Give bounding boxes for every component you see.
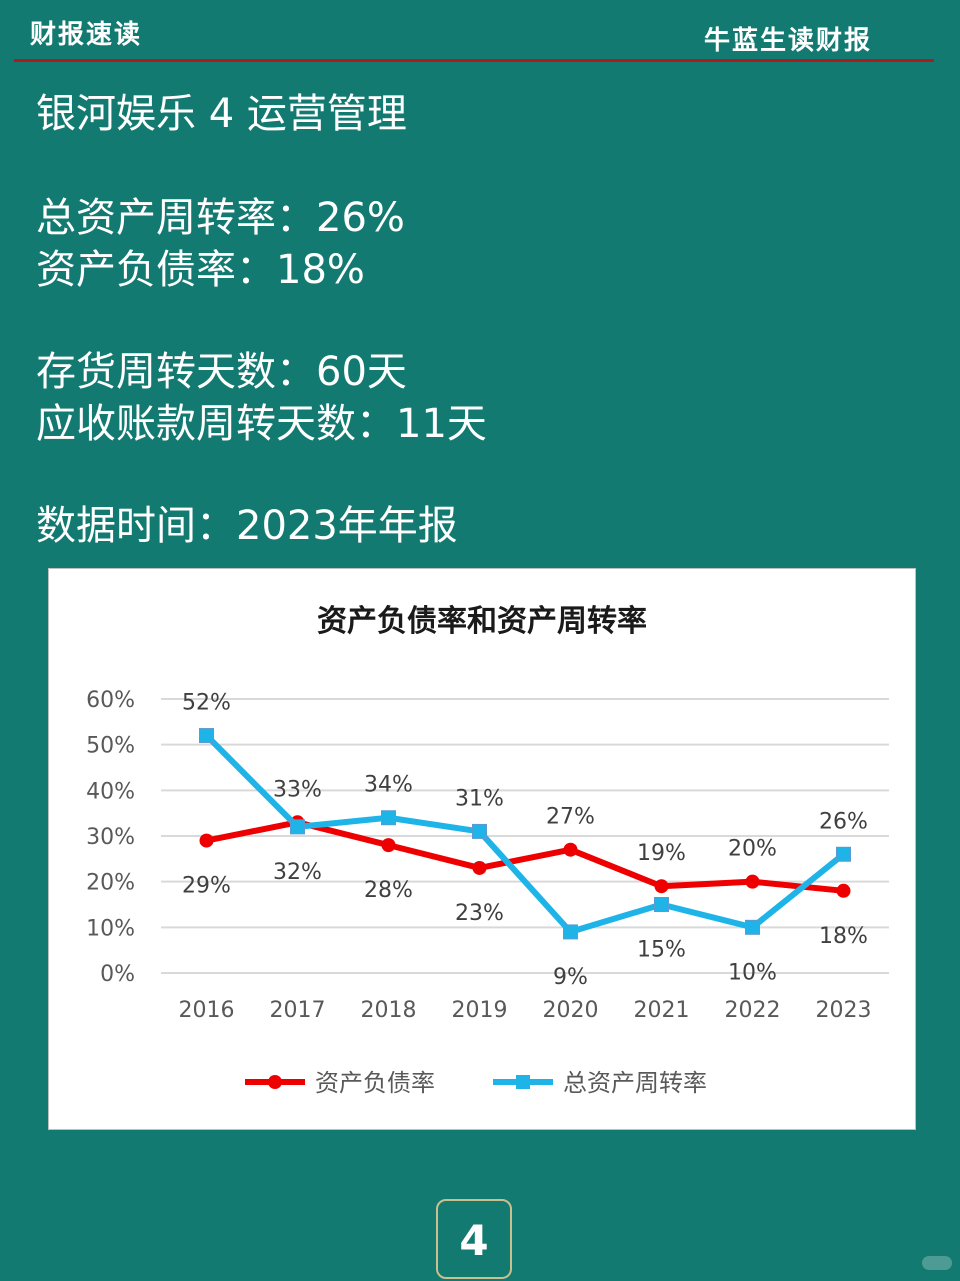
data-label: 26% — [819, 809, 868, 834]
data-label: 18% — [819, 924, 868, 949]
x-tick-label: 2023 — [816, 998, 872, 1023]
data-label: 9% — [553, 965, 588, 990]
chart-title: 资产负债率和资产周转率 — [317, 604, 647, 639]
data-label: 23% — [455, 901, 504, 926]
asset-turnover-text: 总资产周转率：26% — [36, 195, 405, 241]
data-point — [654, 897, 669, 912]
line-chart: 资产负债率和资产周转率 0% 10% 20% 30% 40% 50% 60% 2016 201… — [86, 604, 889, 1097]
header-divider — [14, 59, 934, 62]
debt-ratio-text: 资产负债率：18% — [36, 247, 365, 293]
series-line-2 — [204, 733, 846, 935]
legend-label: 资产负债率 — [315, 1069, 435, 1097]
chart-panel: 资产负债率和资产周转率 0% 10% 20% 30% 40% 50% 60% 2016 201… — [48, 568, 916, 1130]
receivable-days-text: 应收账款周转天数：11天 — [36, 401, 487, 447]
data-label: 10% — [728, 960, 777, 985]
x-tick-label: 2020 — [543, 998, 599, 1023]
data-label: 34% — [364, 773, 413, 798]
data-label: 20% — [728, 837, 777, 862]
legend-marker — [268, 1075, 282, 1089]
x-tick-label: 2022 — [725, 998, 781, 1023]
data-label: 33% — [273, 777, 322, 802]
header-left-title: 财报速读 — [30, 20, 143, 50]
watermark-badge — [922, 1256, 952, 1270]
y-tick-label: 20% — [86, 871, 135, 896]
y-tick-label: 40% — [86, 779, 135, 804]
y-tick-label: 30% — [86, 825, 135, 850]
page-number-badge: 4 — [436, 1199, 512, 1279]
y-tick-label: 60% — [86, 688, 135, 713]
data-point — [472, 860, 487, 875]
data-label: 52% — [182, 691, 231, 716]
inventory-days-text: 存货周转天数：60天 — [36, 349, 407, 395]
x-tick-label: 2016 — [179, 998, 235, 1023]
data-point — [472, 823, 487, 839]
x-tick-label: 2018 — [361, 998, 417, 1023]
data-label: 28% — [364, 878, 413, 903]
data-label: 19% — [637, 841, 686, 866]
data-point — [654, 879, 669, 894]
data-point — [563, 924, 578, 940]
data-point — [563, 842, 578, 857]
data-point — [199, 833, 214, 848]
data-label: 29% — [182, 874, 231, 899]
x-tick-label: 2021 — [634, 998, 690, 1023]
section-heading: 银河娱乐 4 运营管理 — [36, 91, 407, 137]
y-tick-label: 0% — [100, 962, 135, 987]
data-time-text: 数据时间：2023年年报 — [36, 503, 458, 549]
y-tick-label: 50% — [86, 734, 135, 759]
legend-label: 总资产周转率 — [563, 1069, 707, 1097]
data-point — [836, 883, 851, 898]
data-point — [836, 846, 851, 862]
legend-marker — [516, 1075, 530, 1089]
y-tick-label: 10% — [86, 916, 135, 941]
data-point — [745, 874, 760, 889]
x-tick-label: 2019 — [452, 998, 508, 1023]
data-label: 15% — [637, 938, 686, 963]
data-point — [199, 728, 214, 744]
data-point — [745, 919, 760, 935]
data-label: 32% — [273, 860, 322, 885]
data-point — [381, 810, 396, 826]
data-label: 27% — [546, 805, 595, 830]
x-tick-label: 2017 — [270, 998, 326, 1023]
data-point — [381, 838, 396, 853]
header-right-title: 牛蓝生读财报 — [703, 26, 872, 56]
data-point — [290, 819, 305, 835]
data-label: 31% — [455, 786, 504, 811]
